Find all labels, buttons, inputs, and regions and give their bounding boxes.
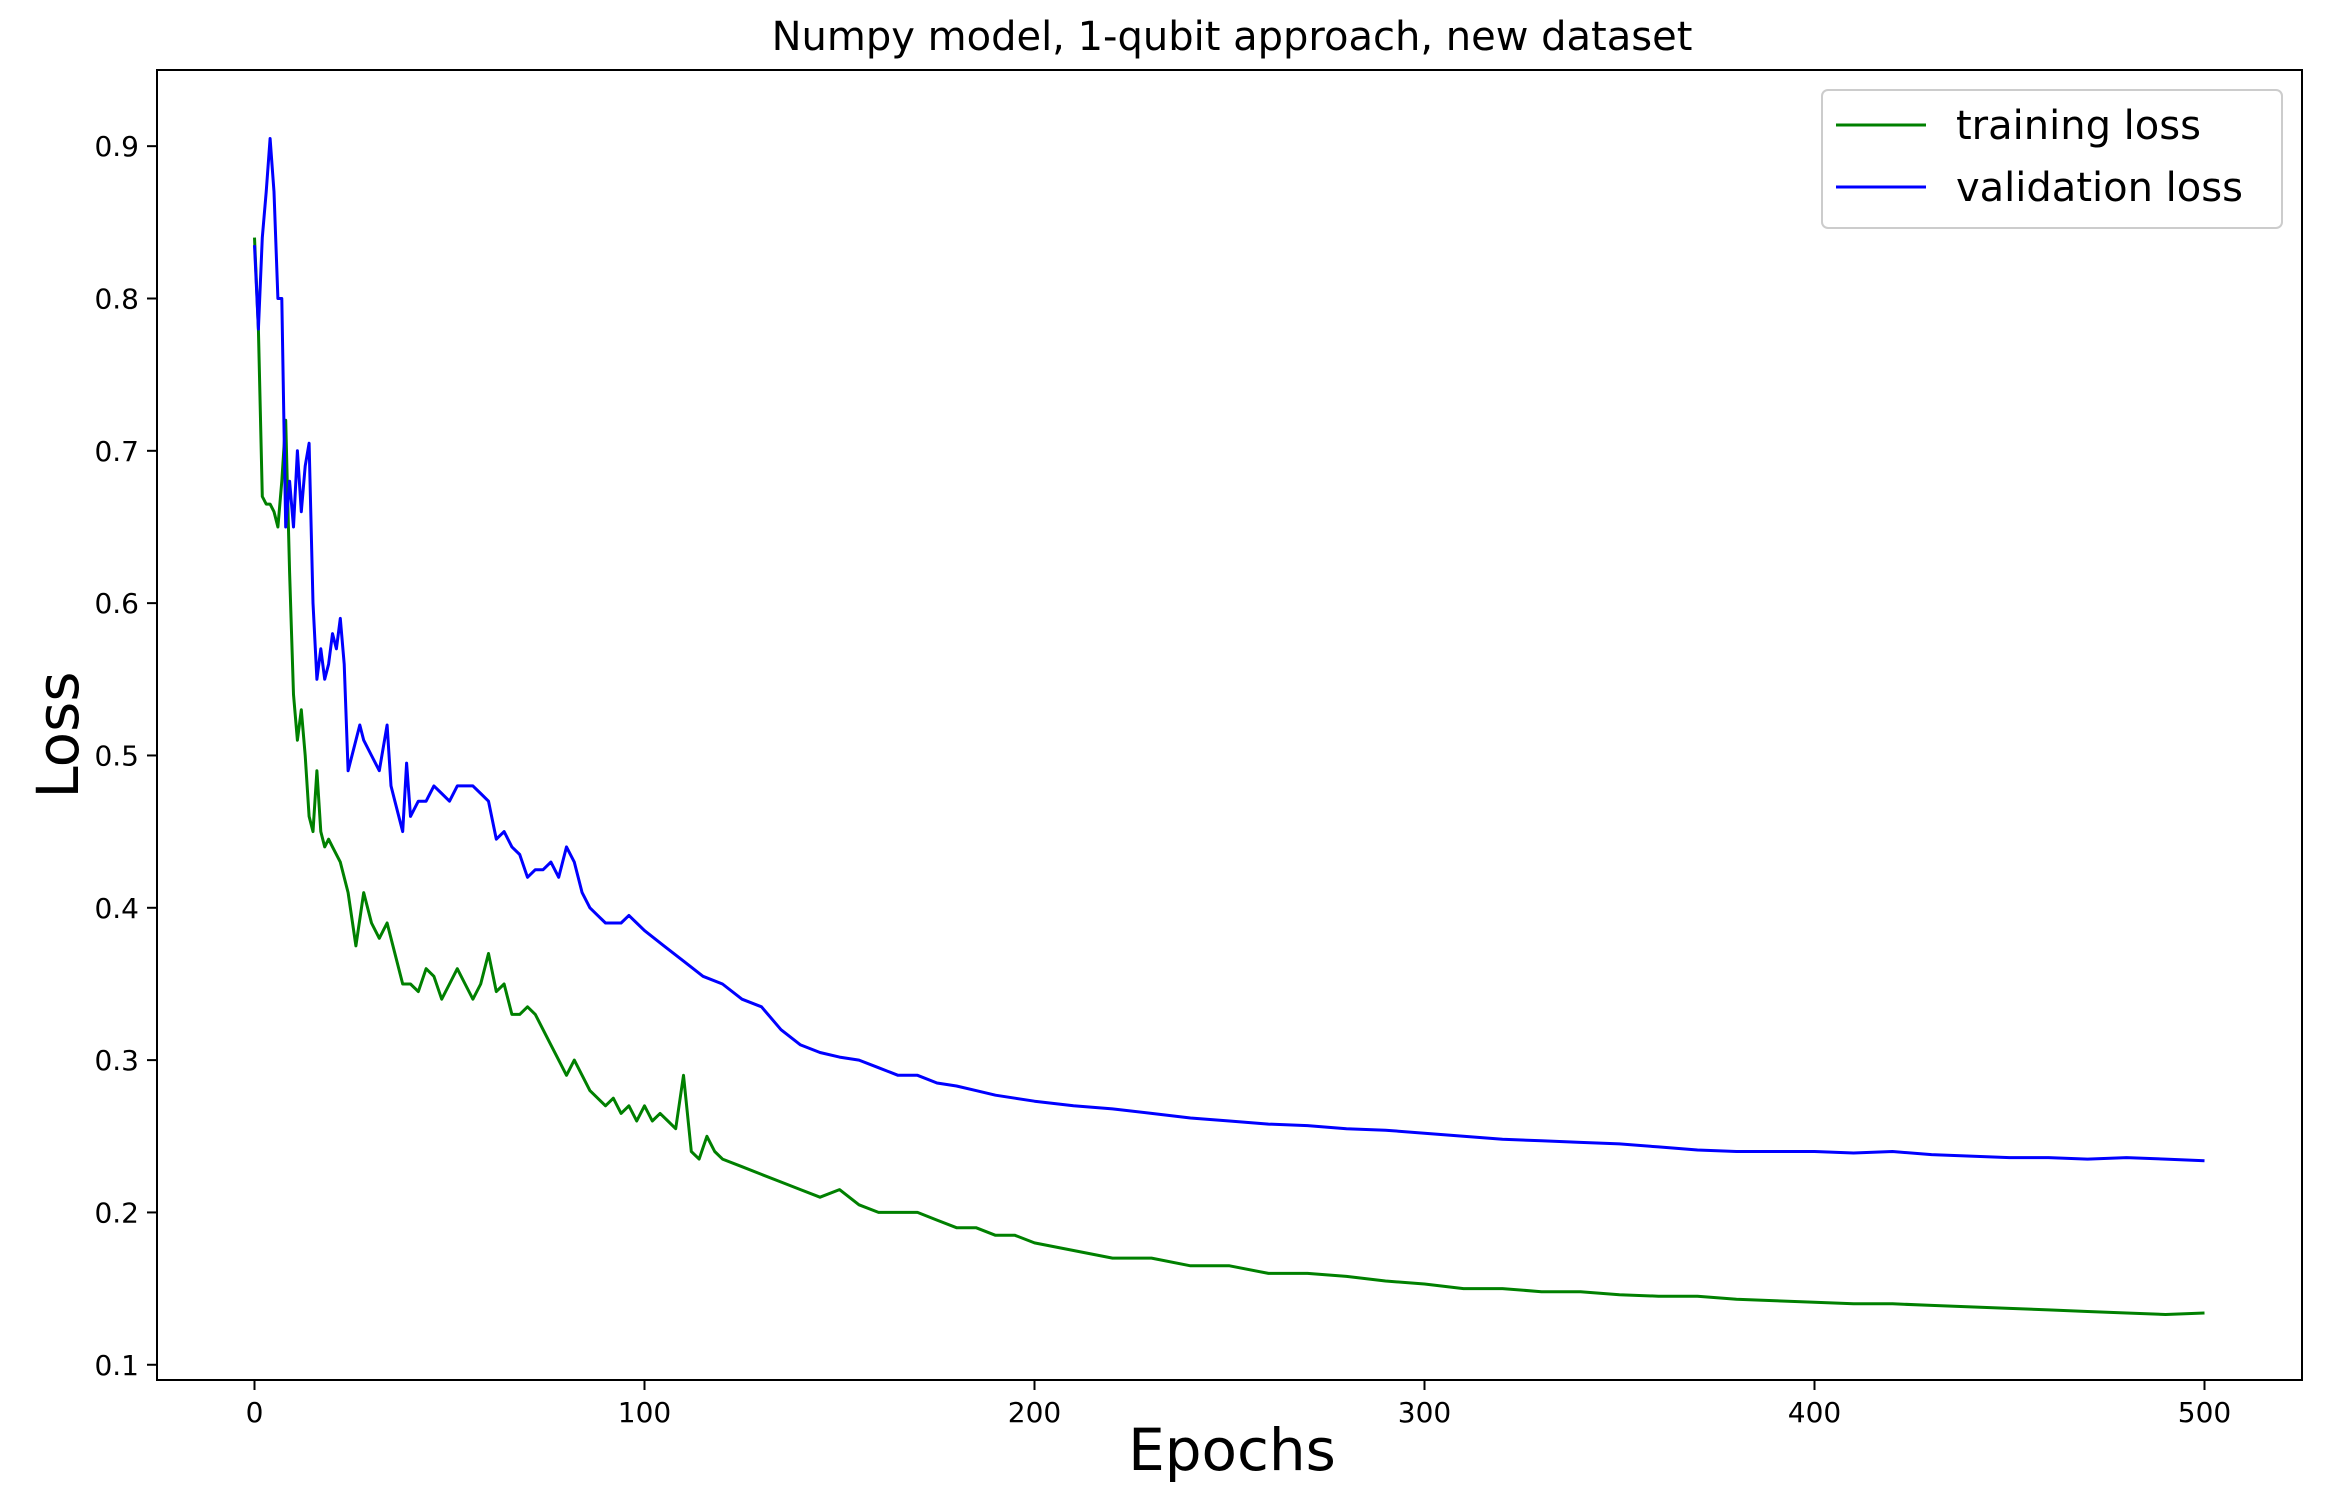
y-axis: 0.1 0.2 0.3 0.4 0.5 0.6 0.7 0.8 0.9: [94, 130, 157, 1382]
x-tick-label: 200: [1008, 1396, 1061, 1429]
legend-label: training loss: [1956, 103, 2201, 149]
x-tick-label: 100: [618, 1396, 671, 1429]
series-lines: [253, 137, 2205, 1316]
y-tick-label: 0.7: [94, 435, 139, 468]
plot-area: [156, 69, 2303, 1381]
series-line-1: [253, 137, 2205, 1163]
y-tick-label: 0.6: [94, 587, 139, 620]
x-tick-label: 400: [1788, 1396, 1841, 1429]
chart-title: Numpy model, 1-qubit approach, new datas…: [772, 14, 1693, 60]
legend-box: [1821, 89, 2283, 229]
y-tick-label: 0.5: [94, 739, 139, 772]
y-tick-label: 0.2: [94, 1196, 139, 1229]
plot-frame: [156, 69, 2303, 1381]
series-line-0: [253, 237, 2205, 1316]
y-tick-label: 0.9: [94, 130, 139, 163]
y-axis-label: Loss: [24, 671, 92, 798]
x-axis-label: Epochs: [1128, 1416, 1336, 1484]
x-axis: 0 100 200 300 400 500: [246, 1380, 2231, 1429]
x-tick-label: 500: [2178, 1396, 2231, 1429]
y-tick-label: 0.4: [94, 892, 139, 925]
y-tick-label: 0.1: [94, 1349, 139, 1382]
legend-label: validation loss: [1956, 165, 2243, 211]
x-tick-label: 0: [246, 1396, 264, 1429]
legend: training loss validation loss: [1821, 89, 2283, 229]
y-tick-label: 0.3: [94, 1044, 139, 1077]
y-tick-label: 0.8: [94, 282, 139, 315]
x-tick-label: 300: [1398, 1396, 1451, 1429]
